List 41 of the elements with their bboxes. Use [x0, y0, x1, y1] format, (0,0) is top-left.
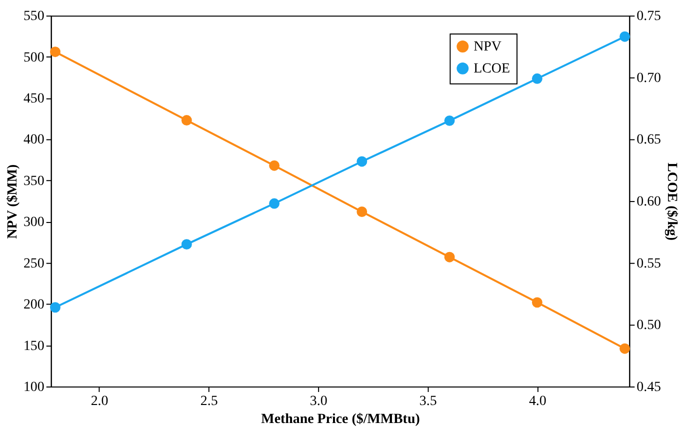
point — [50, 302, 60, 313]
point — [444, 115, 455, 126]
y2-tick-label: 0.45 — [636, 380, 662, 395]
legend-label: LCOE — [474, 61, 510, 76]
y2-tick-label: 0.60 — [636, 194, 662, 210]
y-axis-title: NPV ($MM) — [5, 164, 20, 239]
point — [444, 252, 455, 262]
x-tick-label: 3.5 — [419, 394, 437, 409]
point — [532, 297, 542, 308]
x-tick-label: 2.0 — [90, 394, 108, 409]
y-tick-label: 500 — [23, 50, 44, 66]
y-tick-label: 150 — [23, 338, 44, 354]
x-axis-title: Methane Price ($/MMBtu) — [261, 412, 420, 427]
y2-axis-title: LCOE ($/kg) — [664, 162, 680, 241]
y-tick-label: 250 — [23, 256, 44, 272]
y-tick-label: 550 — [23, 9, 44, 24]
y2-tick-label: 0.55 — [636, 256, 662, 272]
y-tick-label: 350 — [23, 174, 44, 189]
y-tick-label: 100 — [23, 380, 44, 395]
y-tick-label: 300 — [23, 215, 44, 230]
point — [356, 156, 368, 167]
x-tick-label: 4.0 — [528, 394, 546, 409]
x-tick-label: 2.5 — [200, 394, 218, 409]
point — [50, 46, 60, 58]
x-tick-label: 3.0 — [310, 394, 328, 409]
point — [620, 343, 630, 354]
point — [181, 239, 192, 250]
point — [181, 115, 192, 126]
y-tick-label: 400 — [23, 132, 44, 148]
y2-tick-label: 0.65 — [636, 132, 662, 148]
point — [620, 31, 630, 42]
y2-tick-label: 0.50 — [636, 318, 662, 334]
point — [356, 206, 368, 217]
point — [269, 198, 280, 209]
y-tick-label: 450 — [23, 91, 44, 106]
legend-label: NPV — [474, 39, 502, 54]
y-tick-label: 200 — [23, 298, 44, 313]
y2-tick-label: 0.75 — [636, 9, 662, 24]
point — [532, 73, 542, 84]
point — [269, 160, 280, 171]
y2-tick-label: 0.70 — [636, 70, 662, 86]
